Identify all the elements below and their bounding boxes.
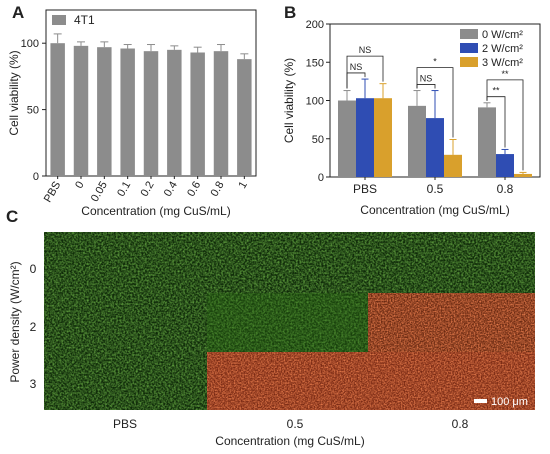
x-tick-label: 0 [73, 180, 86, 191]
significance-bracket [416, 67, 454, 138]
bar [213, 51, 229, 176]
x-axis-label: Concentration (mg CuS/mL) [360, 203, 509, 217]
significance-label: ** [501, 69, 509, 79]
x-tick-label: 0.05 [89, 180, 110, 205]
y-tick-label: 0 [318, 172, 324, 184]
x-tick-label: 0.6 [185, 180, 203, 199]
significance-bracket [346, 72, 366, 89]
dead-stain-2w-08 [368, 293, 535, 352]
legend-label: 0 W/cm² [482, 29, 523, 41]
row-label-0: 0 [30, 262, 37, 276]
x-axis-label: Concentration (mg CuS/mL) [81, 204, 230, 218]
bar [338, 100, 356, 177]
y-axis-label: Cell viability (%) [7, 50, 21, 135]
x-tick-label: 0.8 [209, 180, 227, 199]
scalebar-label: 100 μm [491, 396, 528, 408]
col-label-pbs: PBS [113, 417, 137, 431]
x-tick-label: PBS [42, 180, 63, 205]
legend-swatch [460, 57, 478, 67]
chart-b: 0 50 100 150 200 Cell viability (%) PBS 0.5 0.8 C… [282, 19, 541, 217]
bar [50, 43, 65, 177]
row-label-2: 2 [30, 320, 37, 334]
bar [444, 154, 462, 177]
bar [478, 107, 496, 177]
y-axis-label: Cell viability (%) [282, 58, 296, 143]
significance-label: NS [420, 73, 433, 83]
legend-label: 2 W/cm² [482, 43, 523, 55]
bar [408, 105, 426, 177]
x-tick-label: 0.8 [497, 182, 514, 196]
bar [356, 98, 374, 177]
bar [496, 154, 514, 177]
significance-bracket [416, 84, 436, 89]
scalebar-line [474, 399, 487, 403]
significance-bracket [346, 55, 384, 89]
x-tick-label: PBS [353, 182, 377, 196]
x-tick-label: 0.2 [139, 180, 157, 199]
y-tick-label: 0 [33, 171, 39, 183]
bar [190, 52, 205, 176]
micrograph-panel: 100 μm Power density (W/cm²) 0 2 3 PBS 0… [8, 232, 535, 448]
bar [120, 48, 135, 176]
bar [143, 51, 159, 176]
micrograph-y-label: Power density (W/cm²) [8, 261, 22, 382]
x-tick-label: 0.4 [162, 180, 180, 199]
significance-label: ** [492, 86, 500, 96]
legend-swatch [52, 15, 66, 25]
x-tick-label: 0.5 [427, 182, 444, 196]
x-tick-label: 0.1 [115, 180, 133, 199]
bar [426, 118, 444, 177]
live-region-2w-05 [207, 293, 368, 352]
y-tick-label: 100 [306, 96, 324, 108]
bar [514, 173, 532, 177]
legend-label: 4T1 [74, 13, 95, 27]
y-tick-label: 50 [312, 134, 324, 146]
bar [374, 98, 392, 177]
col-label-05: 0.5 [287, 417, 304, 431]
legend-swatch [460, 29, 478, 39]
y-tick-label: 200 [306, 19, 324, 31]
panel-label-b: B [284, 3, 296, 22]
legend-swatch [460, 43, 478, 53]
x-tick-label: 1 [236, 180, 249, 191]
bar [167, 49, 182, 177]
y-tick-label: 100 [21, 38, 39, 50]
micrograph-x-label: Concentration (mg CuS/mL) [215, 434, 364, 448]
bar [237, 59, 252, 176]
significance-label: * [433, 57, 437, 67]
y-tick-label: 50 [27, 105, 39, 117]
legend-label: 3 W/cm² [482, 57, 523, 69]
significance-label: NS [359, 45, 372, 55]
panel-label-c: C [6, 207, 18, 226]
significance-label: NS [350, 62, 363, 72]
bar [73, 45, 89, 176]
col-label-08: 0.8 [452, 417, 469, 431]
panel-label-a: A [12, 3, 24, 22]
y-tick-label: 150 [306, 57, 324, 69]
significance-bracket [486, 79, 524, 171]
row-label-3: 3 [30, 377, 37, 391]
bar [97, 47, 112, 177]
